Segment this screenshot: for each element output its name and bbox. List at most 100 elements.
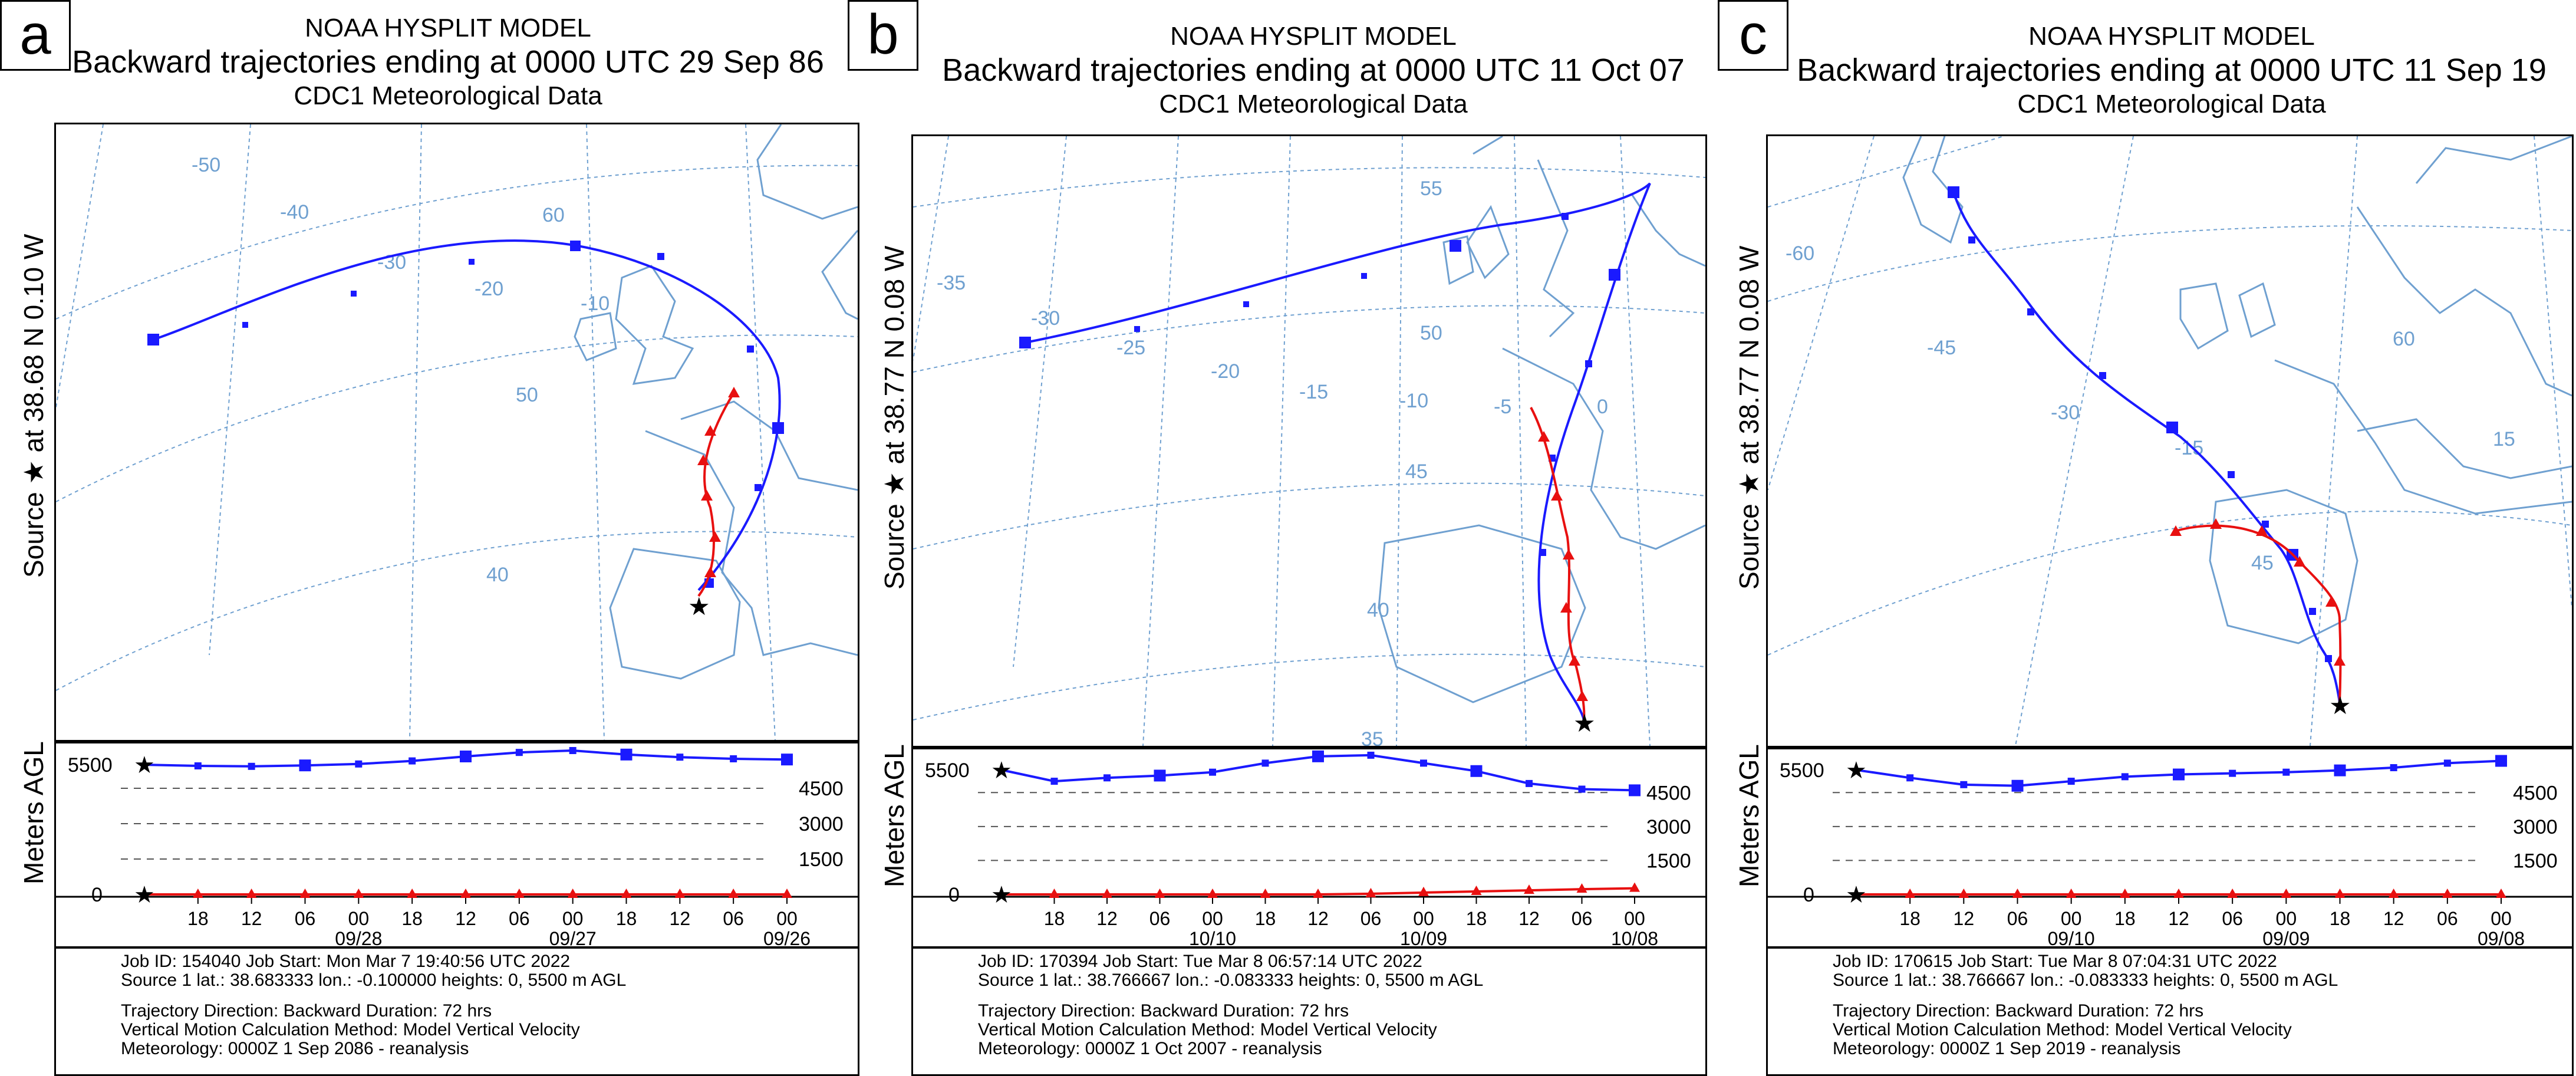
lon-label: -5 bbox=[1494, 396, 1511, 418]
data-point bbox=[1629, 784, 1641, 797]
data-point bbox=[1471, 886, 1482, 896]
data-point bbox=[2443, 759, 2451, 767]
trajectory-marker bbox=[1609, 269, 1620, 281]
trajectory-marker bbox=[2309, 608, 2316, 615]
x-tick-label: 18 bbox=[1044, 908, 1065, 929]
x-tick-label: 06 bbox=[2222, 908, 2243, 929]
data-point bbox=[192, 889, 203, 898]
x-tick-label: 06 bbox=[295, 908, 316, 929]
x-tick-label: 00 bbox=[348, 908, 370, 929]
data-point bbox=[2282, 768, 2290, 776]
x-tick-label: 12 bbox=[670, 908, 691, 929]
x-tick-label: 18 bbox=[401, 908, 423, 929]
lon-label: 15 bbox=[2493, 428, 2515, 450]
trajectory-markers-0m bbox=[697, 387, 740, 577]
trajectory-5500m bbox=[153, 239, 781, 591]
y-ref-label: 1500 bbox=[799, 848, 844, 871]
title-meteo: CDC1 Meteorological Data bbox=[294, 81, 602, 110]
direction-line: Trajectory Direction: Backward Duration:… bbox=[1833, 1001, 2204, 1021]
lat-label: 45 bbox=[1405, 460, 1428, 483]
lon-label: -50 bbox=[192, 154, 220, 176]
data-point bbox=[1524, 884, 1534, 894]
vertical-motion-line: Vertical Motion Calculation Method: Mode… bbox=[1833, 1020, 2292, 1039]
lon-label: -30 bbox=[1031, 307, 1060, 330]
trajectory-marker bbox=[147, 334, 159, 345]
x-tick-label: 18 bbox=[2114, 908, 2136, 929]
trajectory-marker bbox=[1585, 360, 1592, 367]
date-label: 09/08 bbox=[2478, 928, 2525, 946]
data-point bbox=[299, 889, 311, 898]
source-star-icon: ★ bbox=[991, 882, 1012, 908]
data-point bbox=[2012, 889, 2023, 898]
date-label: 09/26 bbox=[763, 928, 811, 946]
data-point bbox=[567, 889, 578, 898]
trajectory-map: -35 -30 -25 -20 -15 -10 -5 0 55 50 45 40… bbox=[911, 134, 1707, 748]
trajectory-marker bbox=[1539, 549, 1546, 556]
trajectory-marker bbox=[2325, 596, 2337, 607]
title-trajectory: Backward trajectories ending at 0000 UTC… bbox=[942, 52, 1685, 88]
lon-label: -10 bbox=[581, 292, 610, 315]
trajectory-marker bbox=[1563, 549, 1574, 560]
data-point bbox=[676, 753, 684, 761]
x-tick-label: 00 bbox=[2491, 908, 2512, 929]
title-model: NOAA HYSPLIT MODEL bbox=[1170, 22, 1457, 51]
title-trajectory: Backward trajectories ending at 0000 UTC… bbox=[1797, 52, 2547, 88]
trajectory-markers-5500m bbox=[147, 241, 784, 588]
trajectory-markers-0m bbox=[1538, 431, 1588, 701]
data-point bbox=[730, 755, 737, 762]
source-star-icon: ★ bbox=[134, 752, 155, 778]
lat-label: 60 bbox=[2393, 328, 2415, 350]
title-model: NOAA HYSPLIT MODEL bbox=[2028, 22, 2315, 51]
height-chart-svg: 4500 3000 1500 5500 0 18 12 06 00 18 12 06 00 18 12 06 0… bbox=[1768, 755, 2572, 946]
data-point bbox=[2173, 768, 2185, 781]
data-point bbox=[1260, 889, 1271, 898]
lon-label: -40 bbox=[280, 201, 309, 223]
meteorology-line: Meteorology: 0000Z 1 Sep 2086 - reanalys… bbox=[121, 1039, 469, 1058]
date-label: 09/27 bbox=[549, 928, 597, 946]
meteorology-line: Meteorology: 0000Z 1 Oct 2007 - reanalys… bbox=[978, 1039, 1322, 1058]
trajectory-marker bbox=[469, 259, 475, 265]
trajectory-marker bbox=[2027, 308, 2034, 315]
panel-title: NOAA HYSPLIT MODEL Backward trajectories… bbox=[907, 21, 1720, 120]
data-point bbox=[1312, 750, 1324, 762]
data-point bbox=[407, 889, 418, 898]
x-tick-label: 06 bbox=[723, 908, 744, 929]
date-label: 10/09 bbox=[1400, 928, 1447, 946]
trajectory-marker bbox=[2228, 471, 2235, 478]
x-tick-label: 18 bbox=[2330, 908, 2351, 929]
trajectory-marker bbox=[697, 455, 709, 465]
data-point bbox=[299, 759, 311, 772]
height-chart: 4500 3000 1500 5500 0 18 12 06 00 18 12 06 00 18 12 06 0… bbox=[1766, 748, 2574, 948]
x-tick-label: 18 bbox=[616, 908, 637, 929]
source-star-icon: ★ bbox=[1846, 882, 1867, 908]
data-point bbox=[2334, 764, 2346, 776]
x-tick-label: 12 bbox=[2383, 908, 2404, 929]
x-tick-label: 00 bbox=[1413, 908, 1434, 929]
x-tick-label: 00 bbox=[562, 908, 584, 929]
vertical-motion-line: Vertical Motion Calculation Method: Mode… bbox=[121, 1020, 580, 1039]
x-tick-label: 12 bbox=[1307, 908, 1329, 929]
y-ref-label: 5500 bbox=[925, 759, 970, 782]
lon-label: -45 bbox=[1927, 337, 1956, 359]
lon-label: -60 bbox=[1786, 242, 1814, 265]
trajectory-0m bbox=[697, 391, 735, 597]
data-point bbox=[2229, 769, 2236, 777]
title-trajectory: Backward trajectories ending at 0000 UTC… bbox=[72, 44, 824, 80]
y-ref-label: 4500 bbox=[1646, 782, 1691, 804]
x-tick-label: 06 bbox=[2437, 908, 2458, 929]
data-point bbox=[1103, 774, 1111, 782]
x-tick-label: 06 bbox=[1149, 908, 1171, 929]
data-point bbox=[1906, 774, 1914, 782]
data-point bbox=[460, 889, 471, 898]
x-tick-label: 12 bbox=[2168, 908, 2189, 929]
date-label: 10/08 bbox=[1611, 928, 1658, 946]
y-ref-label: 0 bbox=[948, 884, 960, 906]
data-point bbox=[1313, 889, 1323, 898]
lon-label: -20 bbox=[475, 278, 503, 300]
data-point bbox=[1420, 759, 1427, 767]
trajectory-marker bbox=[2262, 521, 2269, 528]
data-point bbox=[2496, 889, 2506, 898]
x-tick-label: 12 bbox=[1518, 908, 1540, 929]
trajectory-map: -50 -40 -30 -20 -10 60 50 40 bbox=[54, 123, 859, 742]
map-svg: -60 -45 -30 -15 15 60 45 bbox=[1768, 136, 2572, 746]
